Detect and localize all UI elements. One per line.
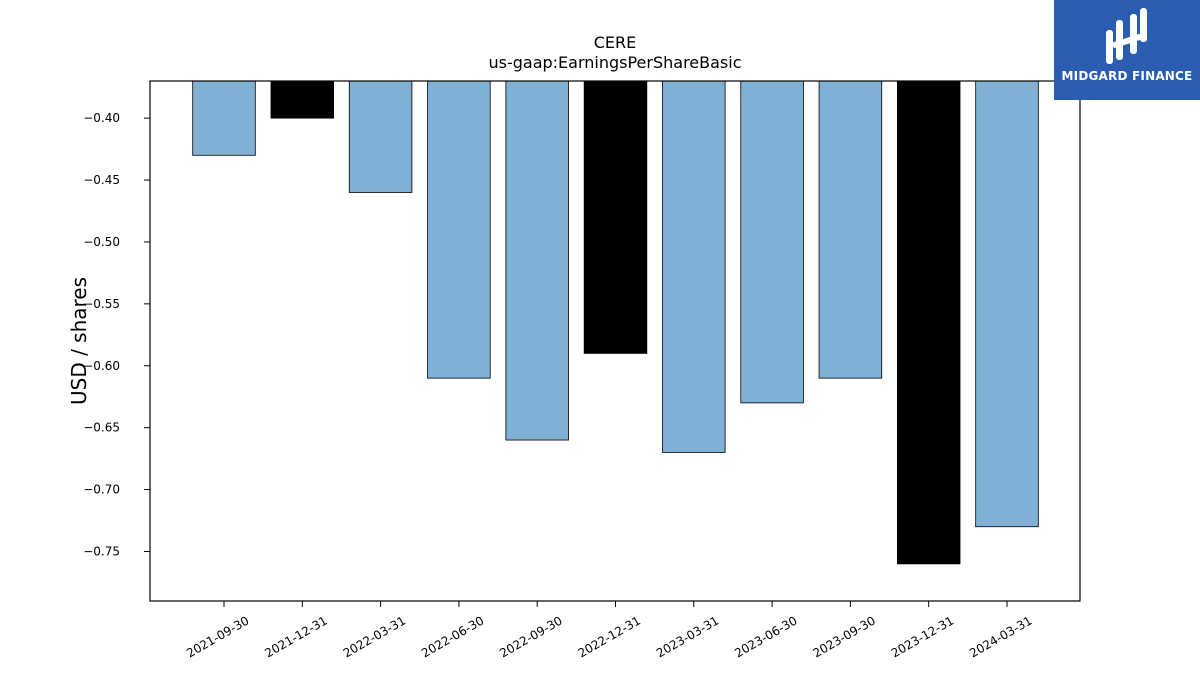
bar-2024-03-31 [975,80,1039,528]
x-tick-label: 2023-12-31 [889,613,956,660]
brand-name: MIDGARD FINANCE [1061,69,1193,83]
x-tick-label: 2021-09-30 [184,613,251,660]
y-tick-label: −0.40 [83,111,120,125]
x-tick-label: 2024-03-31 [967,613,1034,660]
midgard-logo-icon [1106,8,1147,64]
x-tick-label: 2022-03-31 [341,613,408,660]
y-tick-label: −0.70 [83,483,120,497]
bars-group [192,80,1039,565]
bar-2023-09-30 [818,80,883,379]
y-tick-label: −0.65 [83,421,120,435]
bar-2022-09-30 [505,80,569,441]
x-tick-label: 2023-06-30 [732,613,799,660]
chart-title: CERE [594,33,637,52]
y-tick-label: −0.60 [83,359,120,373]
plot-frame [149,80,1081,602]
brand-logo: MIDGARD FINANCE [1054,0,1200,100]
bar-2023-06-30 [740,80,804,404]
bar-2021-12-31 [270,80,335,119]
y-axis-ticks: −0.40 −0.45 −0.50 −0.55 −0.60 −0.65 −0.70 −0.75 [83,111,150,558]
bar-2022-06-30 [427,80,491,379]
x-tick-label: 2022-06-30 [419,613,486,660]
y-tick-label: −0.75 [83,544,120,558]
bar-2021-09-30 [192,80,256,156]
bar-2022-03-31 [348,80,413,193]
chart-subtitle: us-gaap:EarningsPerShareBasic [488,53,741,72]
bar-2023-12-31 [896,80,961,565]
x-tick-label: 2022-09-30 [497,613,564,660]
x-tick-label: 2021-12-31 [262,613,329,660]
y-tick-label: −0.50 [83,235,120,249]
x-tick-label: 2023-03-31 [654,613,721,660]
y-axis-label: USD / shares [67,277,91,405]
bar-2023-03-31 [662,80,726,453]
x-tick-label: 2022-12-31 [576,613,643,660]
y-tick-label: −0.45 [83,173,120,187]
x-axis-ticks: 2021-09-30 2021-12-31 2022-03-31 2022-06-30… [184,601,1035,660]
x-tick-label: 2023-09-30 [810,613,877,660]
y-tick-label: −0.55 [83,297,120,311]
bar-2022-12-31 [583,80,648,354]
